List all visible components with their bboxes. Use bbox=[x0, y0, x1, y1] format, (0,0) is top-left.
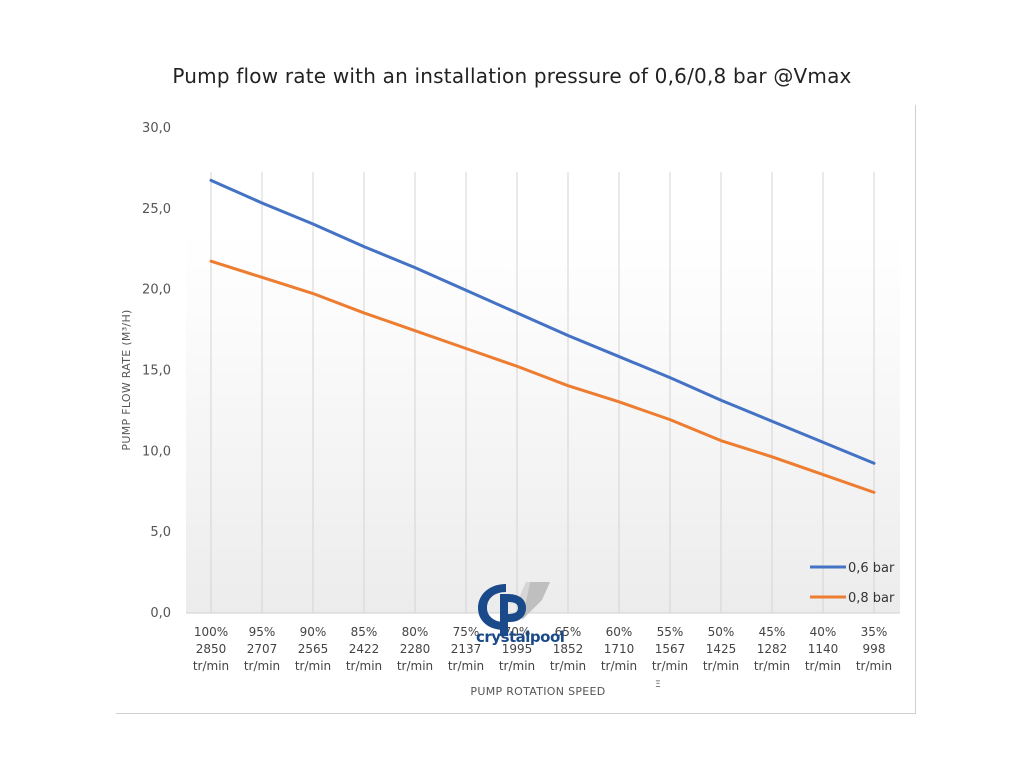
gridlines bbox=[210, 172, 875, 613]
x-tick-label-unit: tr/min bbox=[856, 659, 892, 673]
y-tick-label: 5,0 bbox=[150, 525, 171, 540]
chart-frame-right-border bbox=[915, 105, 916, 713]
x-tick-label-unit: tr/min bbox=[499, 659, 535, 673]
x-tick-label-pct: 90% bbox=[300, 625, 327, 639]
x-tick-label-pct: 45% bbox=[759, 625, 786, 639]
x-tick-label-unit: tr/min bbox=[295, 659, 331, 673]
x-axis-ticks: 100% 2850 tr/min 95% 2707 tr/min 90% 2565 tr/min… bbox=[193, 625, 892, 673]
x-tick-label-pct: 40% bbox=[810, 625, 837, 639]
x-tick-label-rpm: 2707 bbox=[247, 642, 278, 656]
x-tick-label-pct: 35% bbox=[861, 625, 888, 639]
y-tick-label: 10,0 bbox=[142, 444, 171, 459]
chart-title: Pump flow rate with an installation pres… bbox=[172, 64, 852, 88]
x-tick-label-unit: tr/min bbox=[805, 659, 841, 673]
x-tick-label-unit: tr/min bbox=[244, 659, 280, 673]
y-tick-label: 15,0 bbox=[142, 364, 171, 379]
y-axis-title: PUMP FLOW RATE (M³/H) bbox=[120, 309, 133, 450]
y-axis-ticks: 0,0 5,0 10,0 15,0 20,0 25,0 30,0 bbox=[142, 121, 171, 621]
legend: 0,6 bar 0,8 bar bbox=[810, 561, 895, 606]
x-tick-label-rpm: 2565 bbox=[298, 642, 329, 656]
x-tick-label-rpm: 2850 bbox=[196, 642, 227, 656]
x-tick-label-pct: 55% bbox=[657, 625, 684, 639]
x-tick-label-pct: 50% bbox=[708, 625, 735, 639]
x-tick-label-rpm: 1852 bbox=[553, 642, 584, 656]
x-tick-label-pct: 65% bbox=[555, 625, 582, 639]
x-tick-label-rpm: 1282 bbox=[757, 642, 788, 656]
x-tick-label-pct: 75% bbox=[453, 625, 480, 639]
x-tick-label-unit: tr/min bbox=[397, 659, 433, 673]
series-line-0 bbox=[209, 178, 876, 465]
x-tick-label-pct: 80% bbox=[402, 625, 429, 639]
x-tick-label-rpm: 2280 bbox=[400, 642, 431, 656]
x-tick-label-rpm: 998 bbox=[863, 642, 886, 656]
chart-frame-bottom-border bbox=[116, 713, 916, 714]
x-tick-label-rpm: 2422 bbox=[349, 642, 380, 656]
y-tick-label: 25,0 bbox=[142, 202, 171, 217]
x-tick-label-rpm: 1995 bbox=[502, 642, 533, 656]
stray-mark: Ξ bbox=[655, 680, 661, 690]
y-tick-label: 30,0 bbox=[142, 121, 171, 136]
x-tick-label-rpm: 1425 bbox=[706, 642, 737, 656]
x-tick-label-pct: 85% bbox=[351, 625, 378, 639]
legend-label-1: 0,8 bar bbox=[848, 591, 895, 606]
x-tick-label-pct: 95% bbox=[249, 625, 276, 639]
x-tick-label-rpm: 1710 bbox=[604, 642, 635, 656]
series-lines bbox=[209, 178, 876, 494]
x-tick-label-unit: tr/min bbox=[193, 659, 229, 673]
x-tick-label-unit: tr/min bbox=[754, 659, 790, 673]
x-tick-label-unit: tr/min bbox=[550, 659, 586, 673]
x-tick-label-unit: tr/min bbox=[601, 659, 637, 673]
y-tick-label: 0,0 bbox=[150, 606, 171, 621]
x-tick-label-unit: tr/min bbox=[652, 659, 688, 673]
series-line-1 bbox=[209, 259, 876, 494]
x-tick-label-rpm: 1140 bbox=[808, 642, 839, 656]
plot-background bbox=[186, 230, 900, 613]
crystalpool-logo-icon bbox=[478, 582, 550, 636]
crystalpool-brand-text: crystalpool bbox=[476, 628, 565, 646]
x-tick-label-rpm: 1567 bbox=[655, 642, 686, 656]
y-tick-label: 20,0 bbox=[142, 283, 171, 298]
legend-label-0: 0,6 bar bbox=[848, 561, 895, 576]
x-tick-label-pct: 70% bbox=[504, 625, 531, 639]
x-tick-label-pct: 60% bbox=[606, 625, 633, 639]
x-tick-label-pct: 100% bbox=[194, 625, 228, 639]
x-tick-label-unit: tr/min bbox=[346, 659, 382, 673]
x-tick-label-unit: tr/min bbox=[448, 659, 484, 673]
x-axis-title: PUMP ROTATION SPEED bbox=[470, 685, 605, 698]
x-tick-label-rpm: 2137 bbox=[451, 642, 482, 656]
x-tick-label-unit: tr/min bbox=[703, 659, 739, 673]
